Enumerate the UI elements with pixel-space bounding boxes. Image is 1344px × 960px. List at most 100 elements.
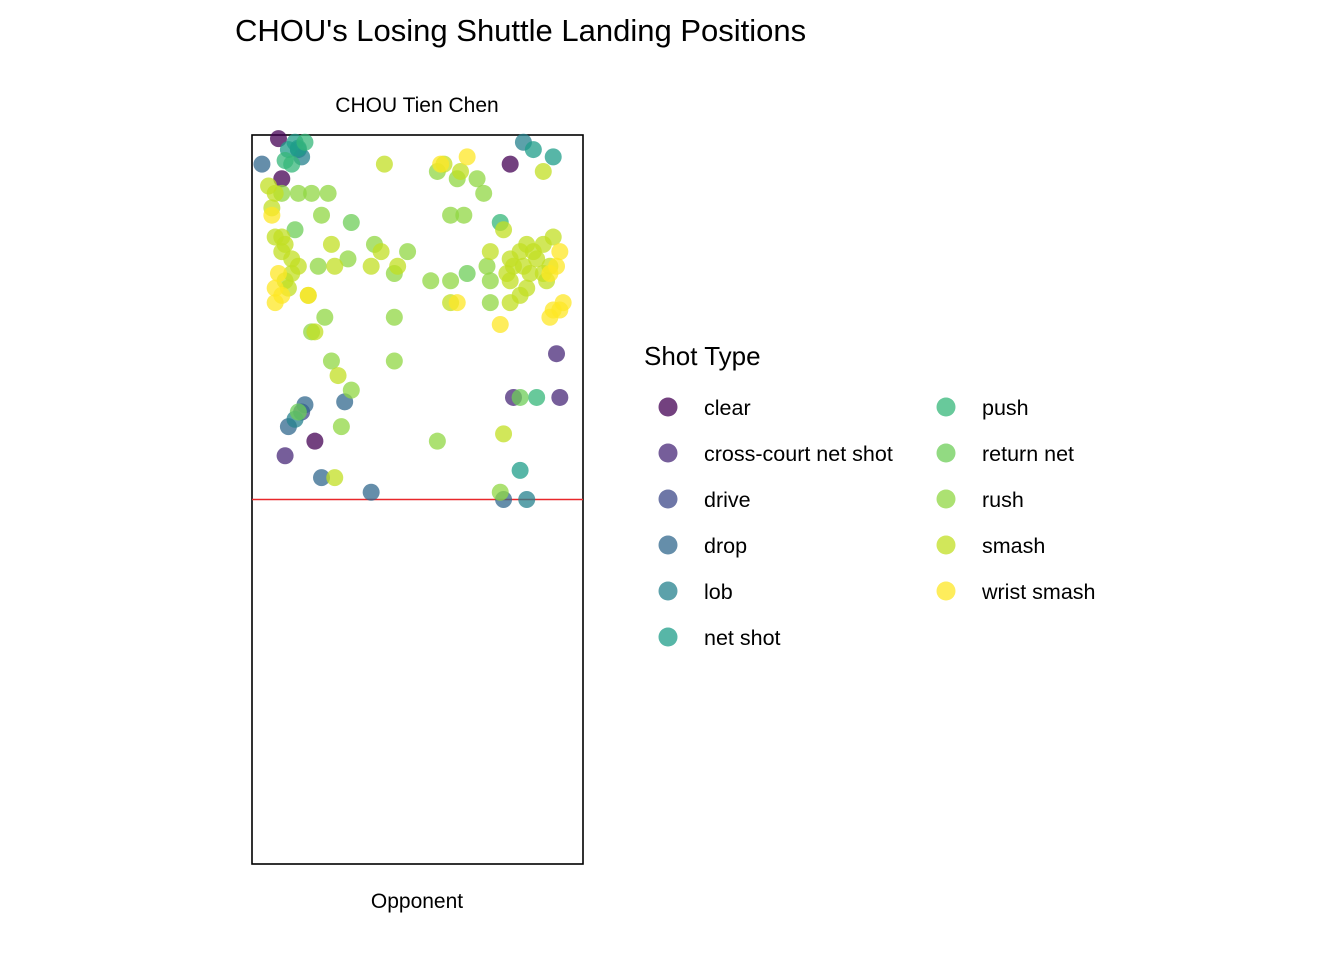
point-smash-44 xyxy=(273,243,291,261)
point-rush-28 xyxy=(303,184,321,202)
legend-label-return-net: return net xyxy=(982,442,1074,466)
point-rush-10 xyxy=(481,272,499,290)
point-rush-1 xyxy=(319,184,337,202)
point-rush-22 xyxy=(332,418,350,436)
legend-key-net-shot xyxy=(658,627,678,647)
point-rush-9 xyxy=(478,257,496,275)
point-cross-court-net-shot-0 xyxy=(276,447,294,465)
point-rush-21 xyxy=(342,381,360,399)
point-return-net-4 xyxy=(458,265,476,283)
point-smash-10 xyxy=(372,243,390,261)
point-smash-41 xyxy=(260,177,278,195)
point-clear-0 xyxy=(269,130,287,148)
point-return-net-1 xyxy=(289,403,307,421)
point-smash-33 xyxy=(329,367,347,385)
point-drop-1 xyxy=(313,469,331,487)
legend-label-smash: smash xyxy=(982,534,1045,558)
point-smash-32 xyxy=(306,323,324,341)
point-rush-17 xyxy=(309,257,327,275)
point-rush-2 xyxy=(313,206,331,224)
legend-item-rush: rush xyxy=(936,488,1024,512)
point-smash-35 xyxy=(534,162,552,180)
top-court-label: CHOU Tien Chen xyxy=(335,94,498,117)
legend-items: clear cross-court net shot drive drop lob net… xyxy=(658,396,1095,650)
legend-item-smash: smash xyxy=(936,534,1045,558)
point-push-3 xyxy=(283,155,301,173)
legend-item-lob: lob xyxy=(658,580,733,604)
point-rush-3 xyxy=(339,250,357,268)
point-wrist-smash-6 xyxy=(299,286,317,304)
legend-key-drop xyxy=(658,535,678,555)
point-cross-court-net-shot-3 xyxy=(551,388,569,406)
point-rush-26 xyxy=(385,308,403,326)
point-rush-20 xyxy=(322,352,340,370)
point-smash-8 xyxy=(326,257,344,275)
point-net-shot-2 xyxy=(524,141,542,159)
legend-key-wrist-smash xyxy=(936,581,956,601)
point-smash-26 xyxy=(528,250,546,268)
legend-key-clear xyxy=(658,397,678,417)
point-rush-27 xyxy=(481,294,499,312)
point-smash-9 xyxy=(362,257,380,275)
legend-key-smash xyxy=(936,535,956,555)
point-lob-2 xyxy=(518,491,536,508)
point-clear-3 xyxy=(306,432,324,450)
point-wrist-smash-9 xyxy=(551,243,569,261)
legend-label-cross-court-net-shot: cross-court net shot xyxy=(704,442,893,466)
point-wrist-smash-12 xyxy=(554,294,572,312)
point-wrist-smash-8 xyxy=(548,257,566,275)
legend-key-lob xyxy=(658,581,678,601)
point-cross-court-net-shot-2 xyxy=(548,345,566,363)
point-return-net-0 xyxy=(511,388,529,406)
point-wrist-smash-13 xyxy=(541,308,559,326)
point-smash-5 xyxy=(283,265,301,283)
point-smash-45 xyxy=(495,425,513,443)
point-smash-15 xyxy=(481,243,499,261)
point-smash-13 xyxy=(452,162,470,180)
point-wrist-smash-2 xyxy=(269,265,287,283)
point-return-net-2 xyxy=(286,221,304,239)
point-wrist-smash-0 xyxy=(458,148,476,166)
point-rush-13 xyxy=(468,170,486,188)
legend-item-clear: clear xyxy=(658,396,751,420)
point-rush-14 xyxy=(475,184,493,202)
point-rush-23 xyxy=(385,352,403,370)
point-wrist-smash-1 xyxy=(432,155,450,173)
point-smash-11 xyxy=(389,257,407,275)
point-wrist-smash-16 xyxy=(448,294,466,312)
point-wrist-smash-5 xyxy=(266,279,284,297)
point-drop-3 xyxy=(362,483,380,501)
point-rush-7 xyxy=(422,272,440,290)
point-smash-34 xyxy=(375,155,393,173)
legend-key-return-net xyxy=(936,443,956,463)
point-smash-43 xyxy=(266,228,284,246)
point-rush-6 xyxy=(399,243,417,261)
point-net-shot-3 xyxy=(544,148,562,166)
chart-title: CHOU's Losing Shuttle Landing Positions xyxy=(235,13,806,48)
point-rush-0 xyxy=(289,184,307,202)
point-smash-25 xyxy=(521,265,539,283)
legend-key-rush xyxy=(936,489,956,509)
point-rush-8 xyxy=(442,272,460,290)
legend-key-cross-court-net-shot xyxy=(658,443,678,463)
legend-item-cross-court-net-shot: cross-court net shot xyxy=(658,442,893,466)
point-wrist-smash-4 xyxy=(266,294,284,312)
legend-label-push: push xyxy=(982,396,1029,420)
point-smash-30 xyxy=(501,272,519,290)
point-net-shot-4 xyxy=(511,461,529,479)
point-drop-6 xyxy=(253,155,271,173)
point-rush-25 xyxy=(491,483,509,501)
legend-item-return-net: return net xyxy=(936,442,1074,466)
legend-label-wrist-smash: wrist smash xyxy=(981,580,1095,604)
point-clear-2 xyxy=(501,155,519,173)
legend-item-push: push xyxy=(936,396,1029,420)
legend: Shot Type clear cross-court net shot drive… xyxy=(644,341,1095,650)
legend-key-drive xyxy=(658,489,678,509)
point-return-net-3 xyxy=(342,213,360,231)
legend-item-wrist-smash: wrist smash xyxy=(936,580,1095,604)
point-clear-1 xyxy=(273,170,291,188)
legend-label-drop: drop xyxy=(704,534,747,558)
point-smash-46 xyxy=(326,469,344,487)
data-points xyxy=(253,130,572,508)
